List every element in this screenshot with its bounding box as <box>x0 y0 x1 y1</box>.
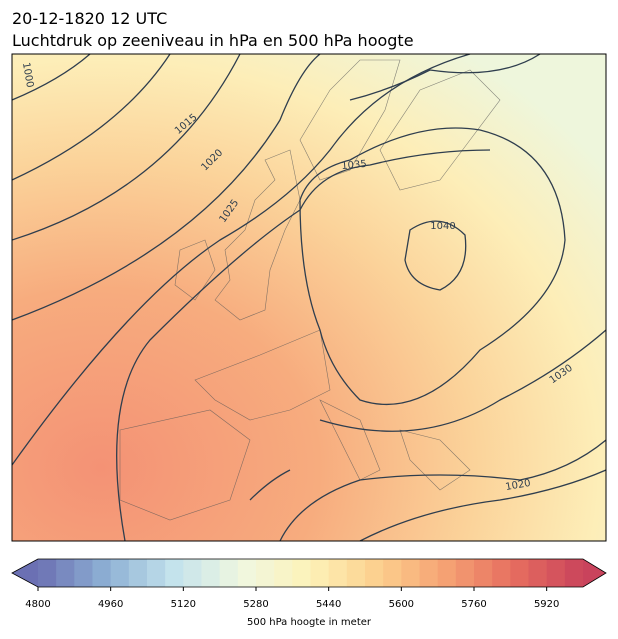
colorbar-segment <box>92 559 112 587</box>
colorbar-outline <box>11 558 607 588</box>
colorbar-segment <box>346 559 366 587</box>
colorbar-tick-label: 4960 <box>98 599 123 610</box>
colorbar-segment <box>183 559 202 587</box>
colorbar-segment <box>219 559 239 587</box>
colorbar-segment <box>147 559 166 587</box>
colorbar-segment <box>256 559 275 587</box>
colorbar-label: 500 hPa hoogte in meter <box>247 617 372 628</box>
colorbar-segment <box>310 559 330 587</box>
coastlines <box>119 59 501 521</box>
colorbar-segment <box>74 559 93 587</box>
colorbar-segment <box>201 559 221 587</box>
map-frame <box>11 53 607 542</box>
isobar-label: 1000 <box>20 62 35 89</box>
colorbar-segment <box>546 559 566 587</box>
colorbar-segment <box>564 559 584 587</box>
colorbar-segment <box>455 559 475 587</box>
colorbar-tick-label: 5600 <box>389 599 414 610</box>
colorbar-segment <box>128 559 148 587</box>
subtitle: Luchtdruk op zeeniveau in hPa en 500 hPa… <box>12 31 414 50</box>
colorbar-extend-low <box>12 559 38 587</box>
colorbar-segment <box>38 559 57 587</box>
colorbar-tick-label: 5280 <box>243 599 268 610</box>
isobars <box>12 54 606 541</box>
colorbar-segment <box>237 559 257 587</box>
isobar-label: 1035 <box>341 159 367 172</box>
colorbar-segment <box>365 559 384 587</box>
colorbar: 4800 4960 5120 5280 5440 5600 5760 5920 <box>11 558 607 610</box>
height-field <box>12 54 606 541</box>
colorbar-segment <box>110 559 130 587</box>
isobar-label: 1020 <box>505 478 532 493</box>
colorbar-segment <box>528 559 548 587</box>
title: 20-12-1820 12 UTC <box>12 9 167 28</box>
colorbar-segment <box>165 559 184 587</box>
colorbar-segment <box>292 559 311 587</box>
colorbar-segment <box>437 559 457 587</box>
colorbar-segment <box>419 559 439 587</box>
colorbar-segment <box>328 559 348 587</box>
colorbar-segment <box>474 559 493 587</box>
colorbar-segment <box>274 559 293 587</box>
colorbar-extend-high <box>583 559 606 587</box>
colorbar-tick-label: 5920 <box>534 599 559 610</box>
colorbar-segment <box>401 559 420 587</box>
colorbar-tick-label: 5440 <box>316 599 341 610</box>
colorbar-segment <box>510 559 529 587</box>
isobar-label: 1040 <box>430 221 455 232</box>
colorbar-tick-label: 5760 <box>461 599 486 610</box>
colorbar-segment <box>492 559 511 587</box>
colorbar-tick-label: 5120 <box>171 599 196 610</box>
colorbar-segment <box>383 559 402 587</box>
colorbar-segment <box>56 559 75 587</box>
colorbar-tick-label: 4800 <box>25 599 50 610</box>
